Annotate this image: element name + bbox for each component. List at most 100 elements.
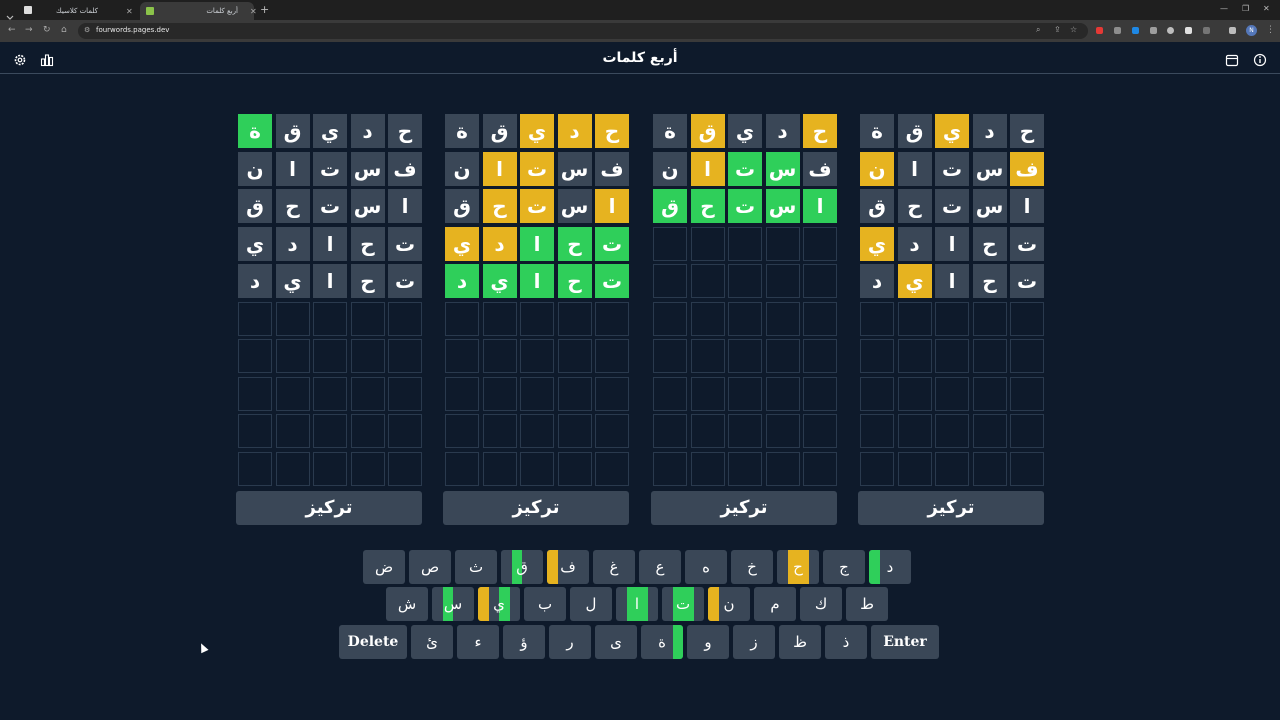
new-tab-icon[interactable]: + (260, 3, 270, 16)
letter-key[interactable]: ص (409, 550, 451, 584)
tab-search-icon[interactable] (6, 6, 14, 20)
letter-key[interactable]: ت (662, 587, 704, 621)
address-bar[interactable] (78, 23, 1088, 39)
home-icon[interactable]: ⌂ (61, 25, 67, 35)
focus-button[interactable]: تركيز (858, 490, 1044, 525)
tab-close-icon[interactable]: ✕ (126, 6, 133, 16)
letter-tile: ح (388, 114, 422, 148)
mouse-cursor-icon (197, 641, 209, 654)
letter-key[interactable]: ر (549, 625, 591, 659)
letter-tile: ح (897, 189, 932, 223)
empty-tile (520, 339, 554, 373)
browser-menu-icon[interactable]: ⋮ (1266, 25, 1275, 35)
letter-tile: ق (860, 189, 894, 223)
key-board-status-segment (637, 587, 648, 621)
empty-tile (690, 301, 725, 336)
letter-key[interactable]: و (687, 625, 729, 659)
empty-tile (595, 339, 629, 373)
browser-tab-four-words[interactable]: أربع كلمات ✕ (140, 2, 257, 20)
delete-key[interactable]: Delete (339, 625, 407, 659)
letter-key[interactable]: ة (641, 625, 683, 659)
extension-icon[interactable] (1185, 27, 1192, 34)
letter-key[interactable]: ح (777, 550, 819, 584)
gear-icon[interactable] (13, 52, 27, 66)
letter-key[interactable]: ق (501, 550, 543, 584)
tab-close-icon[interactable]: ✕ (250, 6, 257, 16)
search-icon[interactable]: ⌕ (1036, 25, 1041, 34)
key-board-status-segment (626, 587, 637, 621)
extension-icon[interactable] (1132, 27, 1139, 34)
key-label: ض (374, 558, 394, 576)
empty-tile (275, 451, 310, 486)
letter-key[interactable]: ن (708, 587, 750, 621)
window-close-icon[interactable]: ✕ (1263, 4, 1270, 13)
letter-key[interactable]: ئ (411, 625, 453, 659)
browser-tab-classic[interactable]: كلمات كلاسيك ✕ (38, 2, 138, 20)
extension-icon[interactable] (1167, 27, 1174, 34)
restore-icon[interactable]: ❐ (1242, 4, 1250, 13)
empty-tile (238, 301, 272, 336)
letter-key[interactable]: ث (455, 550, 497, 584)
app-menu-icon[interactable] (24, 6, 32, 14)
letter-tile: ن (860, 151, 894, 186)
letter-key[interactable]: ل (570, 587, 612, 621)
letter-key[interactable]: ه (685, 550, 727, 584)
letter-key[interactable]: ء (457, 625, 499, 659)
letter-tile: ة (653, 114, 687, 148)
letter-key[interactable]: س (432, 587, 474, 621)
extension-icon[interactable] (1114, 27, 1121, 34)
key-label: ف (560, 558, 576, 576)
empty-tile (653, 451, 687, 486)
focus-button[interactable]: تركيز (443, 490, 629, 525)
letter-key[interactable]: غ (593, 550, 635, 584)
letter-tile: ق (238, 189, 272, 223)
letter-key[interactable]: ج (823, 550, 865, 584)
key-board-status-segment (511, 550, 522, 584)
letter-tile: د (557, 114, 592, 148)
bookmark-star-icon[interactable]: ☆ (1070, 25, 1078, 34)
letter-key[interactable]: ش (386, 587, 428, 621)
letter-tile: ق (653, 189, 687, 223)
info-icon[interactable] (1253, 52, 1267, 67)
letter-tile: ق (690, 114, 725, 148)
share-icon[interactable]: ⇪ (1054, 25, 1061, 34)
letter-key[interactable]: ب (524, 587, 566, 621)
letter-key[interactable]: د (869, 550, 911, 584)
focus-button[interactable]: تركيز (651, 490, 837, 525)
letter-key[interactable]: ا (616, 587, 658, 621)
letter-key[interactable]: ظ (779, 625, 821, 659)
extension-icon[interactable] (1150, 27, 1157, 34)
empty-tile (313, 301, 347, 336)
reload-icon[interactable]: ↻ (43, 25, 51, 35)
letter-key[interactable]: ك (800, 587, 842, 621)
minimize-icon[interactable]: — (1220, 4, 1228, 13)
letter-key[interactable]: ؤ (503, 625, 545, 659)
extension-icon[interactable] (1096, 27, 1103, 34)
letter-key[interactable]: م (754, 587, 796, 621)
letter-key[interactable]: ذ (825, 625, 867, 659)
letter-tile: ف (595, 151, 629, 186)
letter-key[interactable]: ع (639, 550, 681, 584)
extension-icon[interactable] (1229, 27, 1236, 34)
calendar-icon[interactable] (1225, 52, 1239, 67)
forward-icon[interactable]: → (25, 25, 33, 35)
letter-key[interactable]: ز (733, 625, 775, 659)
stats-icon[interactable] (40, 52, 54, 67)
enter-key[interactable]: Enter (871, 625, 939, 659)
letter-tile: د (897, 226, 932, 261)
letter-key[interactable]: ط (846, 587, 888, 621)
letter-key[interactable]: ي (478, 587, 520, 621)
extensions-puzzle-icon[interactable] (1203, 27, 1210, 34)
letter-key[interactable]: ض (363, 550, 405, 584)
site-info-icon[interactable]: ⚙ (84, 26, 91, 34)
letter-key[interactable]: خ (731, 550, 773, 584)
letter-key[interactable]: ف (547, 550, 589, 584)
focus-button[interactable]: تركيز (236, 490, 422, 525)
profile-avatar[interactable]: N (1246, 25, 1257, 36)
empty-tile (313, 451, 347, 486)
letter-key[interactable]: ى (595, 625, 637, 659)
back-icon[interactable]: ← (8, 25, 16, 35)
